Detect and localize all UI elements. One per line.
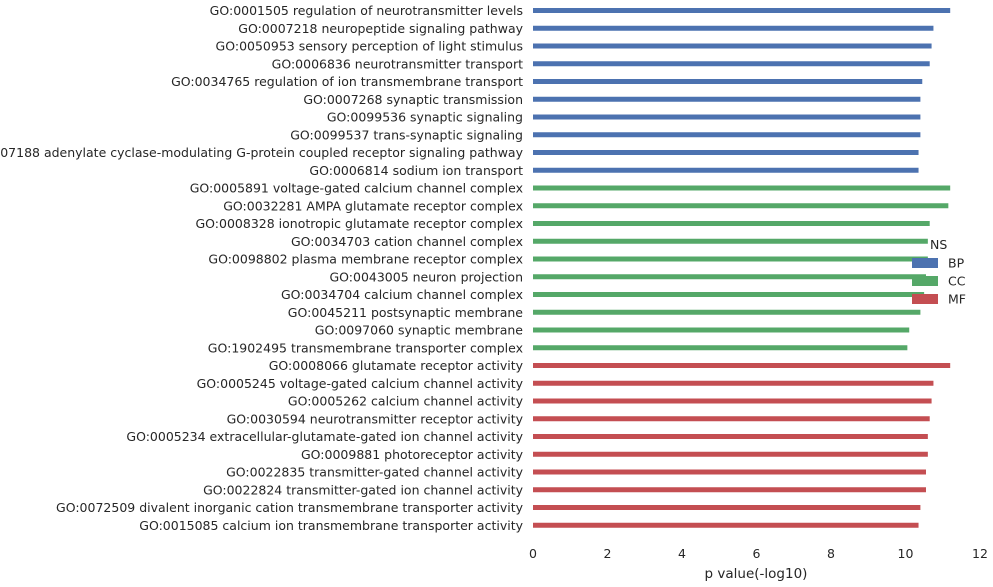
bar-mf xyxy=(533,451,928,457)
bar-cc xyxy=(533,238,928,244)
bar-mf xyxy=(533,487,926,493)
bar-bp xyxy=(533,25,934,31)
category-label: GO:0034765 regulation of ion transmembra… xyxy=(171,74,523,89)
bar-mf xyxy=(533,522,919,528)
bar-cc xyxy=(533,274,926,280)
bar-cc xyxy=(533,309,921,315)
category-label: GO:0008066 glutamate receptor activity xyxy=(269,358,524,373)
x-tick-label: 2 xyxy=(604,546,612,561)
category-label: GO:1902495 transmembrane transporter com… xyxy=(208,340,523,355)
bar-cc xyxy=(533,221,930,226)
category-label: GO:0050953 sensory perception of light s… xyxy=(216,39,523,54)
x-tick-label: 12 xyxy=(972,546,988,561)
bar-mf xyxy=(533,398,932,404)
bar-bp xyxy=(533,132,921,138)
bar-cc xyxy=(533,345,908,351)
category-label: GO:0030594 neurotransmitter receptor act… xyxy=(227,411,524,426)
bar-mf xyxy=(533,416,930,422)
x-axis-ticks: 0 2 4 6 8 10 12 xyxy=(529,546,988,561)
category-label: GO:0098802 plasma membrane receptor comp… xyxy=(208,252,523,267)
category-label: GO:0009881 photoreceptor activity xyxy=(301,447,524,462)
category-label: GO:0022824 transmitter-gated ion channel… xyxy=(203,482,524,497)
category-label: GO:0008328 ionotropic glutamate receptor… xyxy=(196,216,524,231)
category-label: GO:0006836 neurotransmitter transport xyxy=(272,56,523,71)
category-label: GO:0043005 neuron projection xyxy=(329,269,523,284)
category-label: GO:0005891 voltage-gated calcium channel… xyxy=(190,181,523,196)
x-tick-label: 0 xyxy=(529,546,537,561)
bar-bp xyxy=(533,8,951,13)
category-label: GO:0045211 postsynaptic membrane xyxy=(288,305,524,320)
x-tick-label: 6 xyxy=(753,546,761,561)
category-label: GO:0005245 voltage-gated calcium channel… xyxy=(197,376,524,391)
bar-bp xyxy=(533,150,919,155)
category-label: GO:0007268 synaptic transmission xyxy=(303,92,523,107)
bar-cc xyxy=(533,185,951,191)
category-label: GO:0034703 cation channel complex xyxy=(291,234,523,249)
bar-mf xyxy=(533,505,921,510)
category-label: GO:0022835 transmitter-gated channel act… xyxy=(226,465,523,480)
category-label: GO:0015085 calcium ion transmembrane tra… xyxy=(139,518,523,533)
legend: NS BP CC MF xyxy=(912,237,966,307)
category-label: GO:0034704 calcium channel complex xyxy=(281,287,523,302)
category-label: GO:0007188 adenylate cyclase-modulating … xyxy=(0,145,524,160)
x-tick-label: 8 xyxy=(827,546,835,561)
legend-label-mf: MF xyxy=(948,292,966,307)
category-label: GO:0001505 regulation of neurotransmitte… xyxy=(210,3,523,18)
legend-swatch-bp xyxy=(912,258,938,268)
legend-label-bp: BP xyxy=(948,256,965,271)
bar-bp xyxy=(533,114,921,120)
legend-label-cc: CC xyxy=(948,274,966,289)
bar-cc xyxy=(533,292,925,297)
category-label: GO:0032281 AMPA glutamate receptor compl… xyxy=(223,198,523,213)
category-label: GO:0072509 divalent inorganic cation tra… xyxy=(56,500,524,515)
category-label: GO:0007218 neuropeptide signaling pathwa… xyxy=(238,21,523,36)
bar-bp xyxy=(533,61,930,67)
bar-mf xyxy=(533,380,934,386)
bar-bp xyxy=(533,43,932,49)
category-label: GO:0005262 calcium channel activity xyxy=(288,394,524,409)
bar-bp xyxy=(533,79,923,84)
bar-cc xyxy=(533,256,928,262)
bar-cc xyxy=(533,203,949,209)
legend-swatch-mf xyxy=(912,294,938,304)
bar-mf xyxy=(533,363,951,368)
category-label: GO:0005234 extracellular-glutamate-gated… xyxy=(126,429,523,444)
bar-bp xyxy=(533,96,921,102)
legend-title: NS xyxy=(930,237,947,252)
category-label: GO:0099537 trans-synaptic signaling xyxy=(290,127,523,142)
category-label: GO:0097060 synaptic membrane xyxy=(315,323,524,338)
bars-layer xyxy=(533,8,951,528)
bar-mf xyxy=(533,434,928,439)
bar-bp xyxy=(533,167,919,173)
x-tick-label: 10 xyxy=(898,546,914,561)
legend-swatch-cc xyxy=(912,276,938,286)
category-label: GO:0099536 synaptic signaling xyxy=(327,110,523,125)
category-label: GO:0006814 sodium ion transport xyxy=(309,163,523,178)
bar-mf xyxy=(533,469,926,475)
x-tick-label: 4 xyxy=(678,546,686,561)
x-axis-label: p value(-log10) xyxy=(705,566,808,582)
bar-cc xyxy=(533,327,910,333)
category-labels: GO:0001505 regulation of neurotransmitte… xyxy=(0,3,524,533)
